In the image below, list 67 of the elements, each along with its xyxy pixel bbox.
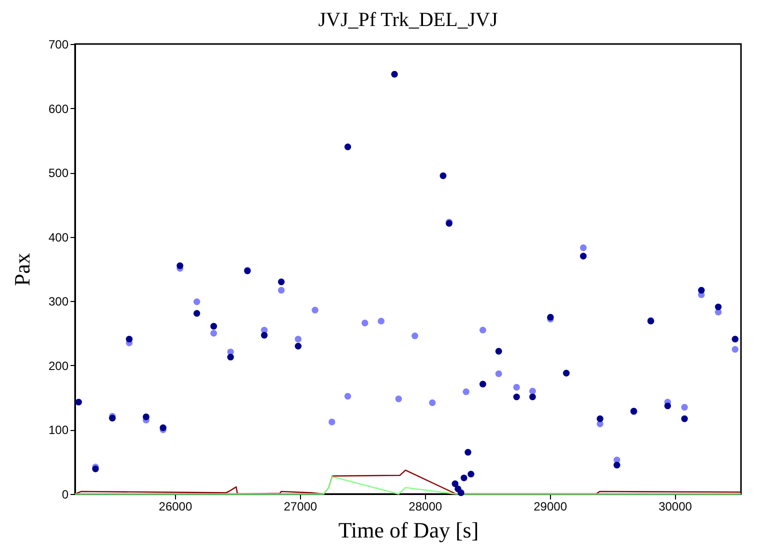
point (614, 462, 620, 468)
point (464, 448, 472, 456)
y-tick-label: 300 (48, 294, 69, 309)
y-tick-label: 200 (48, 358, 69, 373)
point (529, 394, 536, 400)
point (440, 172, 446, 180)
point (210, 322, 218, 330)
point (468, 470, 474, 478)
point (278, 278, 285, 286)
point (193, 310, 200, 317)
point (227, 354, 234, 360)
point (378, 318, 384, 324)
y-tick-label: 600 (48, 102, 69, 116)
x-axis-title: Time of Day [s] (338, 518, 479, 542)
point (513, 384, 520, 391)
y-tick-label: 400 (48, 230, 69, 244)
point (294, 336, 302, 342)
point (664, 402, 672, 410)
point (362, 320, 368, 326)
point (732, 336, 738, 342)
point (391, 70, 398, 78)
point (460, 474, 468, 482)
y-tick-label: 100 (48, 423, 69, 438)
point (412, 332, 418, 340)
point (429, 399, 436, 406)
x-tick-label: 27000 (284, 500, 318, 514)
point (344, 392, 352, 400)
point (698, 286, 705, 294)
point (193, 298, 200, 306)
point (479, 380, 486, 388)
y-tick-label: 700 (48, 38, 69, 52)
x-tick-label: 28000 (408, 500, 442, 514)
point (75, 398, 82, 406)
point (260, 332, 268, 339)
point (495, 348, 502, 355)
point (462, 388, 470, 396)
point (580, 252, 587, 260)
x-tick-label: 30000 (658, 500, 692, 514)
point (126, 336, 133, 342)
chart-title: JVJ_Pf Trk_DEL_JVJ (318, 9, 498, 31)
point (513, 394, 520, 400)
point (580, 244, 587, 252)
point (312, 306, 318, 314)
point (714, 304, 722, 310)
point (328, 418, 336, 426)
x-tick-label: 29000 (534, 500, 568, 514)
point (596, 415, 604, 422)
point (344, 144, 352, 150)
y-tick-label: 0 (62, 488, 69, 502)
point (278, 286, 285, 294)
point (142, 414, 150, 420)
y-axis-title: Pax (9, 253, 34, 286)
point (562, 370, 570, 376)
x-tick-label: 26000 (158, 500, 192, 514)
point (210, 330, 218, 337)
point (458, 489, 464, 496)
y-tick-label: 500 (48, 166, 69, 180)
point (681, 404, 688, 411)
point (452, 480, 458, 488)
point (395, 396, 402, 402)
point (732, 346, 738, 353)
point (529, 388, 536, 394)
point (681, 415, 688, 422)
point (495, 370, 502, 378)
point (176, 262, 184, 270)
point (294, 342, 302, 350)
point (479, 326, 486, 334)
